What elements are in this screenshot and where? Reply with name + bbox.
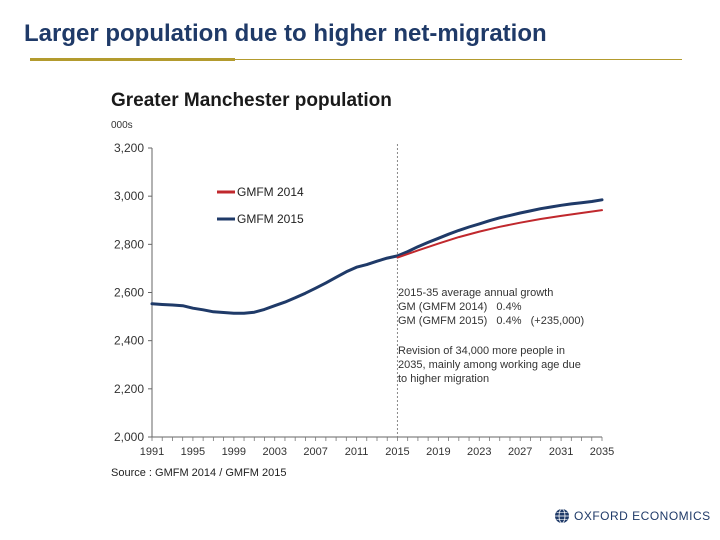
y-axis-unit-label: 000s bbox=[111, 120, 133, 131]
slide-title: Larger population due to higher net-migr… bbox=[24, 20, 547, 47]
series-layer bbox=[150, 198, 604, 315]
logo-text: OXFORD ECONOMICS bbox=[574, 509, 711, 523]
x-tick-label: 1991 bbox=[140, 446, 164, 458]
x-tick-label: 2007 bbox=[303, 446, 327, 458]
x-tick-label: 2003 bbox=[262, 446, 286, 458]
y-tick-label: 2,200 bbox=[114, 382, 144, 396]
y-tick-label: 2,400 bbox=[114, 334, 144, 348]
y-tick-label: 2,000 bbox=[114, 430, 144, 444]
annotation-line: 2035, mainly among working age due bbox=[398, 359, 581, 371]
x-tick-label: 2031 bbox=[549, 446, 573, 458]
annotation-line: GM (GMFM 2014) 0.4% bbox=[398, 301, 522, 313]
x-tick-label: 2019 bbox=[426, 446, 450, 458]
title-divider-accent bbox=[30, 58, 235, 61]
x-tick-label: 1995 bbox=[181, 446, 205, 458]
series-line-gmfm-2015 bbox=[150, 198, 604, 315]
title-divider bbox=[30, 59, 682, 60]
y-tick-label: 2,800 bbox=[114, 237, 144, 251]
x-tick-label: 2023 bbox=[467, 446, 491, 458]
annotation-line: to higher migration bbox=[398, 373, 489, 385]
series-line-gmfm-2014 bbox=[396, 209, 603, 259]
annotation-line: GM (GMFM 2015) 0.4% (+235,000) bbox=[398, 315, 584, 327]
x-tick-label: 2027 bbox=[508, 446, 532, 458]
legend-label: GMFM 2015 bbox=[237, 212, 304, 226]
y-tick-label: 3,000 bbox=[114, 189, 144, 203]
y-tick-label: 2,600 bbox=[114, 286, 144, 300]
chart-title: Greater Manchester population bbox=[111, 90, 392, 111]
x-axis: 1991 1995 1999 2003 2007 2011 2015 2019 2023 2027… bbox=[140, 436, 614, 458]
legend-label: GMFM 2014 bbox=[237, 185, 304, 199]
chart-source: Source : GMFM 2014 / GMFM 2015 bbox=[111, 467, 287, 479]
annotation-text: 2015-35 average annual growth GM (GMFM 20… bbox=[398, 287, 584, 385]
annotation-line: Revision of 34,000 more people in bbox=[398, 345, 565, 357]
annotation-line: 2015-35 average annual growth bbox=[398, 287, 553, 299]
y-axis: 2,000 2,200 2,400 2,600 2,800 3,000 3,200 bbox=[114, 141, 153, 444]
legend: GMFM 2014 GMFM 2015 bbox=[217, 185, 304, 226]
x-tick-label: 1999 bbox=[222, 446, 246, 458]
x-tick-label: 2015 bbox=[385, 446, 409, 458]
globe-icon bbox=[555, 508, 569, 524]
x-tick-label: 2011 bbox=[345, 446, 369, 458]
x-tick-label: 2035 bbox=[590, 446, 614, 458]
y-tick-label: 3,200 bbox=[114, 141, 144, 155]
oxford-economics-logo: OXFORD ECONOMICS bbox=[554, 508, 711, 524]
